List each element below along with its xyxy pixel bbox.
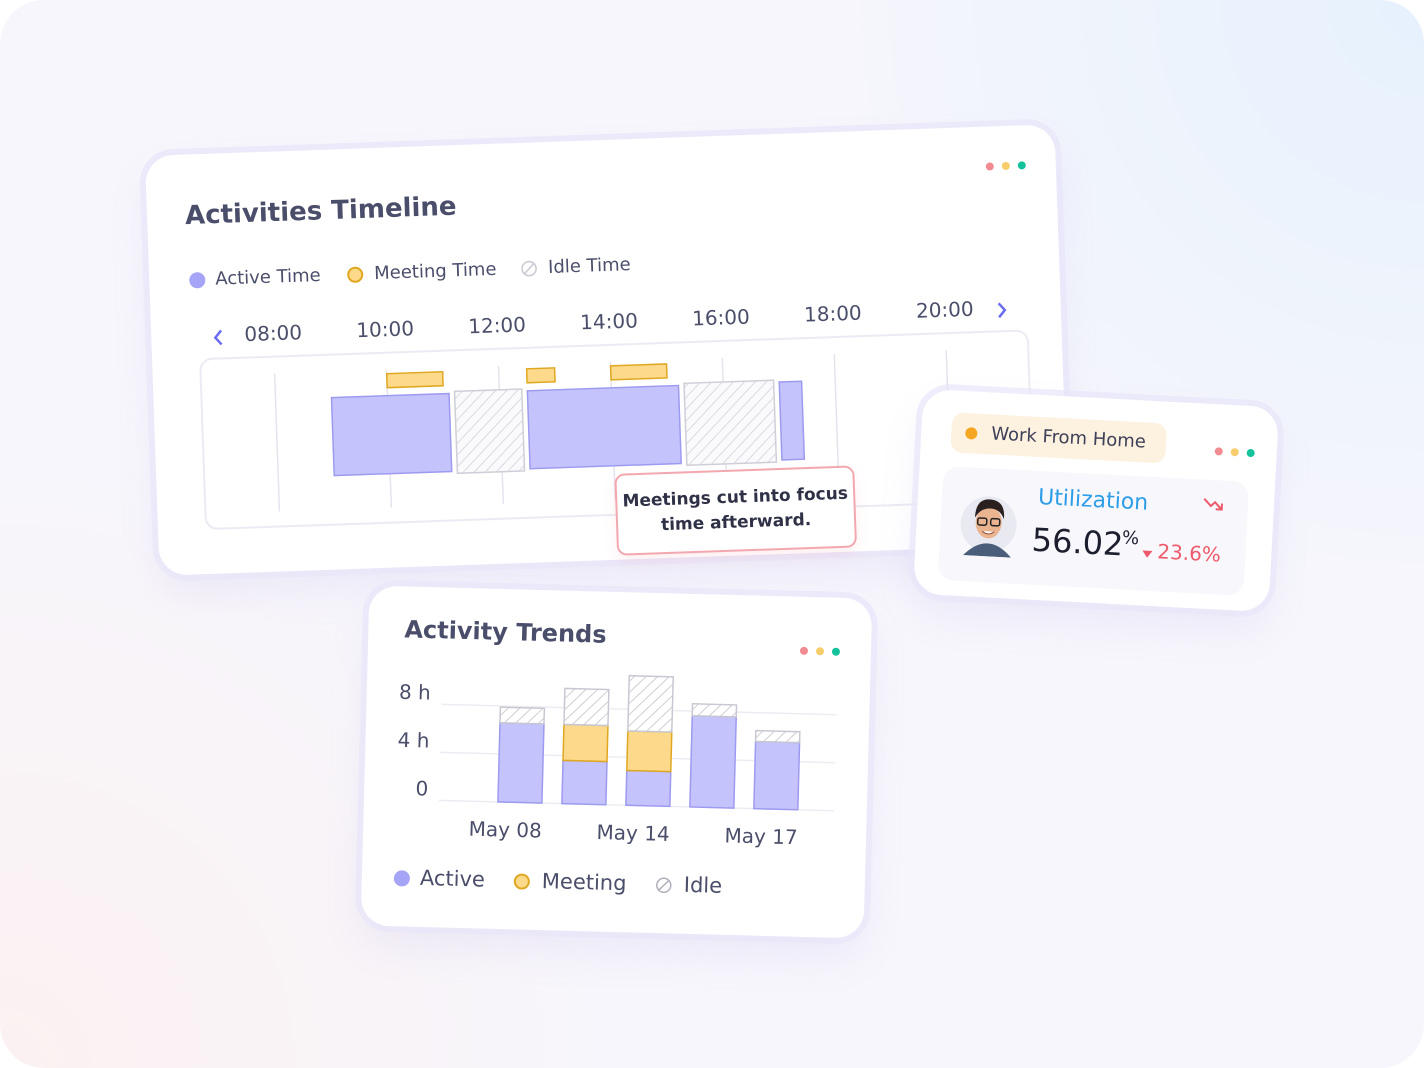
legend-marker bbox=[393, 870, 410, 887]
next-arrow[interactable] bbox=[997, 302, 1007, 319]
metric-label: Utilization bbox=[1037, 484, 1149, 516]
legend-label: Meeting bbox=[542, 869, 627, 895]
legend-label: Active bbox=[420, 866, 486, 892]
time-label: 18:00 bbox=[804, 301, 862, 327]
time-label: 16:00 bbox=[692, 305, 750, 331]
time-label: 14:00 bbox=[580, 308, 638, 334]
y-tick-label: 0 bbox=[415, 776, 428, 800]
dot bbox=[1017, 161, 1026, 170]
dot bbox=[815, 647, 824, 656]
down-arrow bbox=[1142, 550, 1153, 558]
metric-panel: Utilization 56.02 % 23.6% bbox=[937, 465, 1250, 596]
legend-marker bbox=[656, 877, 672, 894]
status-label: Work From Home bbox=[990, 423, 1147, 453]
card-title: Activity Trends bbox=[404, 615, 607, 648]
grid-line bbox=[273, 373, 281, 512]
metric-change: 23.6% bbox=[1156, 539, 1222, 567]
time-label: 08:00 bbox=[244, 320, 302, 346]
status-card: Work From Home Utilization 56.02 % 23.6% bbox=[912, 388, 1280, 613]
metric-value: 56.02 bbox=[1030, 520, 1125, 564]
bar-segment bbox=[754, 729, 801, 744]
legend-label: Idle bbox=[683, 873, 722, 898]
bar-segment bbox=[691, 703, 738, 718]
time-label: 12:00 bbox=[468, 312, 526, 338]
active-block bbox=[526, 384, 682, 470]
dot bbox=[1001, 161, 1010, 170]
idle-block bbox=[453, 388, 526, 475]
legend-marker bbox=[347, 266, 364, 283]
bar-segment bbox=[689, 714, 737, 809]
bar-segment bbox=[627, 674, 675, 733]
bar-segment bbox=[499, 706, 546, 725]
dot bbox=[799, 646, 808, 655]
status-dot bbox=[965, 427, 978, 440]
dot bbox=[985, 162, 994, 171]
bar-segment bbox=[563, 687, 610, 727]
x-tick-label: May 17 bbox=[724, 823, 798, 849]
legend-marker bbox=[523, 262, 535, 275]
dots bbox=[1206, 440, 1255, 461]
avatar bbox=[960, 496, 1017, 558]
bar-segment bbox=[562, 723, 609, 763]
prev-arrow[interactable] bbox=[213, 329, 223, 346]
trends-card: Activity Trends Active Meeting Idle 0 4 h… bbox=[360, 585, 873, 939]
active-block bbox=[778, 380, 806, 461]
legend-label: Idle Time bbox=[548, 254, 631, 278]
bar-segment bbox=[753, 740, 801, 811]
time-label: 10:00 bbox=[356, 316, 414, 342]
x-tick-label: May 08 bbox=[468, 817, 542, 843]
time-label: 20:00 bbox=[916, 297, 974, 323]
legend-marker bbox=[513, 873, 530, 890]
status-pill: Work From Home bbox=[950, 412, 1167, 464]
bar-segment bbox=[561, 759, 608, 806]
dot bbox=[831, 647, 840, 656]
card-title: Activities Timeline bbox=[185, 192, 457, 231]
legend-label: Active Time bbox=[215, 265, 321, 290]
legend-marker bbox=[189, 272, 206, 289]
bar-segment bbox=[497, 721, 545, 804]
legend-label: Meeting Time bbox=[374, 259, 497, 284]
metric-unit: % bbox=[1121, 527, 1140, 550]
y-tick-label: 4 h bbox=[397, 728, 429, 753]
meeting-block bbox=[609, 363, 668, 381]
bar-segment bbox=[625, 769, 672, 808]
meeting-block bbox=[525, 367, 556, 384]
bar-segment bbox=[626, 730, 673, 773]
meeting-block bbox=[385, 370, 444, 389]
x-tick-label: May 14 bbox=[596, 820, 670, 846]
timeline-card: Activities Timeline Active Time Meeting … bbox=[144, 124, 1070, 576]
tooltip: Meetings cut into focus time afterward. bbox=[614, 465, 858, 556]
idle-block bbox=[683, 379, 778, 467]
active-block bbox=[330, 392, 453, 477]
trend-icon bbox=[1203, 497, 1224, 511]
y-tick-label: 8 h bbox=[399, 680, 431, 705]
trends-chart: Activity Trends Active Meeting Idle 0 4 h… bbox=[393, 615, 840, 898]
legend-marker bbox=[521, 260, 537, 277]
legend-marker bbox=[658, 879, 670, 891]
